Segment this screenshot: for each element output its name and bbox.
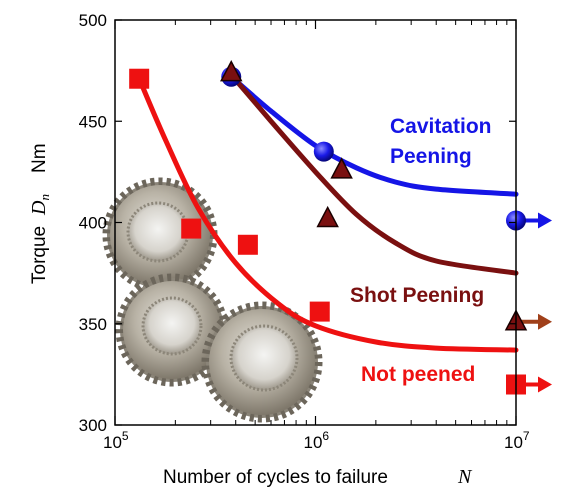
gear-photo-illustration bbox=[102, 177, 323, 423]
data-point-square bbox=[129, 68, 150, 89]
y-axis-symbol-sub: n bbox=[37, 194, 52, 201]
y-axis-symbol: Dn bbox=[28, 194, 52, 216]
series-label-line: Cavitation bbox=[390, 115, 492, 138]
x-tick-label: 105 bbox=[103, 429, 129, 452]
y-tick-label: 400 bbox=[79, 214, 107, 233]
label-shot-peening: Shot Peening bbox=[350, 284, 484, 307]
x-axis-symbol: N bbox=[457, 466, 473, 488]
y-axis-unit: Nm bbox=[29, 143, 50, 173]
y-tick-label: 500 bbox=[79, 11, 107, 30]
runout-arrow-head bbox=[538, 212, 552, 229]
data-point-triangle bbox=[220, 60, 243, 82]
y-axis-title: Torque bbox=[29, 226, 50, 284]
x-axis-title: Number of cycles to failure bbox=[163, 467, 388, 488]
fit-curve-series-2 bbox=[136, 76, 519, 353]
gear-image-bottom-right bbox=[201, 301, 323, 423]
x-tick-label: 106 bbox=[304, 429, 330, 452]
x-axis-label: Number of cycles to failure N bbox=[163, 466, 473, 488]
x-tick-label: 107 bbox=[504, 429, 530, 452]
gear-image-top bbox=[102, 177, 218, 293]
y-tick-label: 450 bbox=[79, 112, 107, 131]
y-tick-label: 350 bbox=[79, 315, 107, 334]
runout-arrow-head bbox=[538, 313, 552, 330]
data-point-triangle bbox=[316, 205, 339, 228]
data-point-square bbox=[181, 218, 202, 239]
data-point-square bbox=[309, 301, 330, 322]
runout-arrow-head bbox=[538, 376, 552, 393]
label-not-peened: Not peened bbox=[361, 363, 475, 386]
data-point-square bbox=[237, 234, 258, 255]
label-cavitation-peening: Cavitation Peening bbox=[390, 115, 492, 168]
data-point-triangle bbox=[330, 157, 353, 179]
y-axis-symbol-base: D bbox=[28, 200, 50, 216]
data-point-circle bbox=[313, 141, 334, 162]
y-axis-label: Torque Dn Nm bbox=[28, 143, 52, 284]
y-tick-label: 300 bbox=[79, 416, 107, 435]
gear-image-bottom-left bbox=[115, 273, 229, 387]
fit-curve-series-1 bbox=[228, 72, 519, 276]
series-label-line: Peening bbox=[390, 145, 472, 168]
fit-curve-series-0 bbox=[228, 74, 519, 197]
